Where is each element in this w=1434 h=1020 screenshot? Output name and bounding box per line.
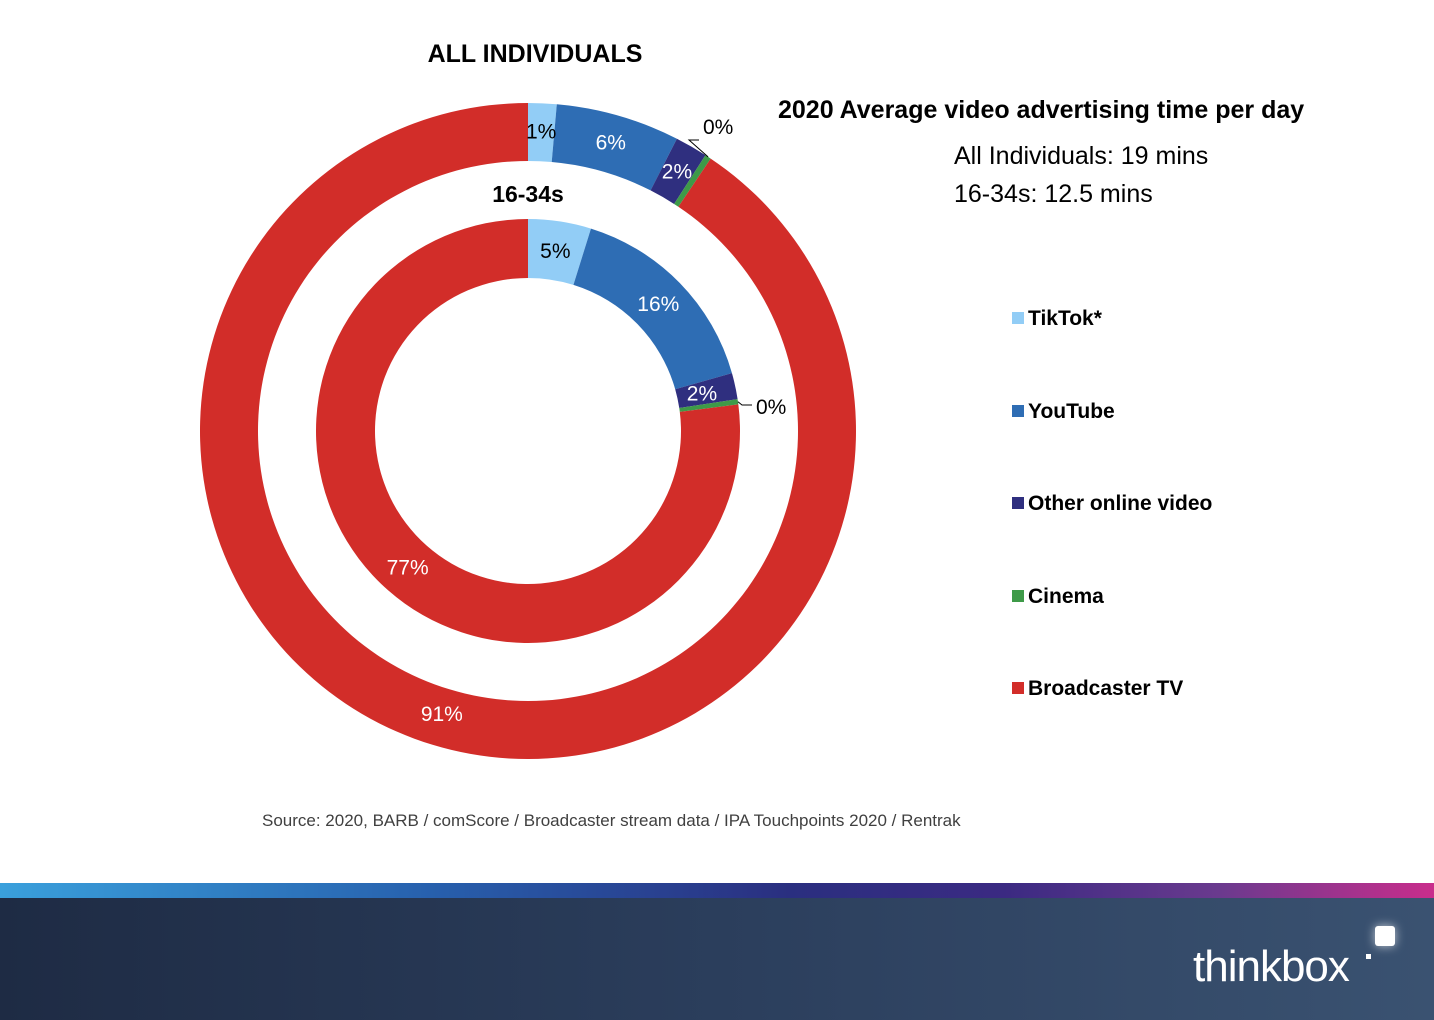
legend-item-tiktok: TikTok* [1012, 307, 1102, 331]
outer-leader-line [687, 139, 709, 158]
outer-data-label: 6% [596, 132, 626, 155]
inner-ring-title: 16-34s [492, 181, 564, 207]
legend-item-other-online-video: Other online video [1012, 492, 1212, 516]
nested-donut-chart: 1% 6% 2% 0% 91% 5% 16% 2% 0% 77% [200, 103, 857, 759]
logo-dot-icon [1366, 954, 1371, 959]
legend-label: Cinema [1028, 585, 1104, 608]
inner-slice-other-online-video [675, 373, 738, 409]
legend-swatch [1012, 590, 1024, 602]
outer-ring-title: ALL INDIVIDUALS [427, 40, 643, 68]
legend-swatch [1012, 312, 1024, 324]
thinkbox-logo: thinkbox [1193, 942, 1350, 991]
outer-data-label: 91% [421, 703, 463, 726]
outer-slice-cinema [674, 155, 711, 207]
footer-gradient-bar [0, 883, 1434, 898]
data-labels: 1% 6% 2% 0% 91% 5% 16% 2% 0% 77% [387, 116, 787, 726]
legend-label: YouTube [1028, 400, 1115, 423]
legend-label: Other online video [1028, 492, 1213, 515]
inner-data-label: 2% [687, 382, 717, 405]
outer-data-label: 1% [526, 120, 556, 143]
inner-data-label: 0% [756, 396, 786, 419]
16-34s-minutes: 16-34s: 12.5 mins [954, 180, 1153, 208]
legend-item-youtube: YouTube [1012, 400, 1115, 424]
legend-label: TikTok* [1028, 307, 1102, 330]
all-individuals-minutes: All Individuals: 19 mins [954, 142, 1209, 170]
inner-data-label: 77% [387, 557, 429, 580]
inner-data-label: 5% [540, 240, 570, 263]
legend-item-cinema: Cinema [1012, 585, 1104, 609]
inner-slice-tiktok [528, 219, 591, 285]
outer-slice-tiktok [528, 103, 557, 163]
outer-data-label: 2% [662, 161, 692, 184]
legend-swatch [1012, 682, 1024, 694]
source-note: Source: 2020, BARB / comScore / Broadcas… [262, 811, 961, 830]
outer-data-label: 0% [703, 116, 733, 139]
outer-slice-other-online-video [650, 138, 706, 204]
legend-label: Broadcaster TV [1028, 677, 1184, 700]
legend-item-broadcaster-tv: Broadcaster TV [1012, 677, 1183, 701]
legend-swatch [1012, 497, 1024, 509]
label-leaders [687, 139, 752, 406]
logo-square-icon [1375, 926, 1395, 946]
outer-ring [200, 103, 857, 759]
footer [0, 898, 1434, 1020]
inner-data-label: 16% [637, 293, 679, 316]
outer-slice-youtube [551, 104, 677, 191]
inner-ring [315, 219, 740, 643]
inner-leader-line [737, 401, 752, 406]
inner-slice-youtube [573, 228, 732, 390]
legend-swatch [1012, 405, 1024, 417]
chart-title: 2020 Average video advertising time per … [778, 96, 1305, 124]
inner-slice-cinema [679, 399, 739, 412]
